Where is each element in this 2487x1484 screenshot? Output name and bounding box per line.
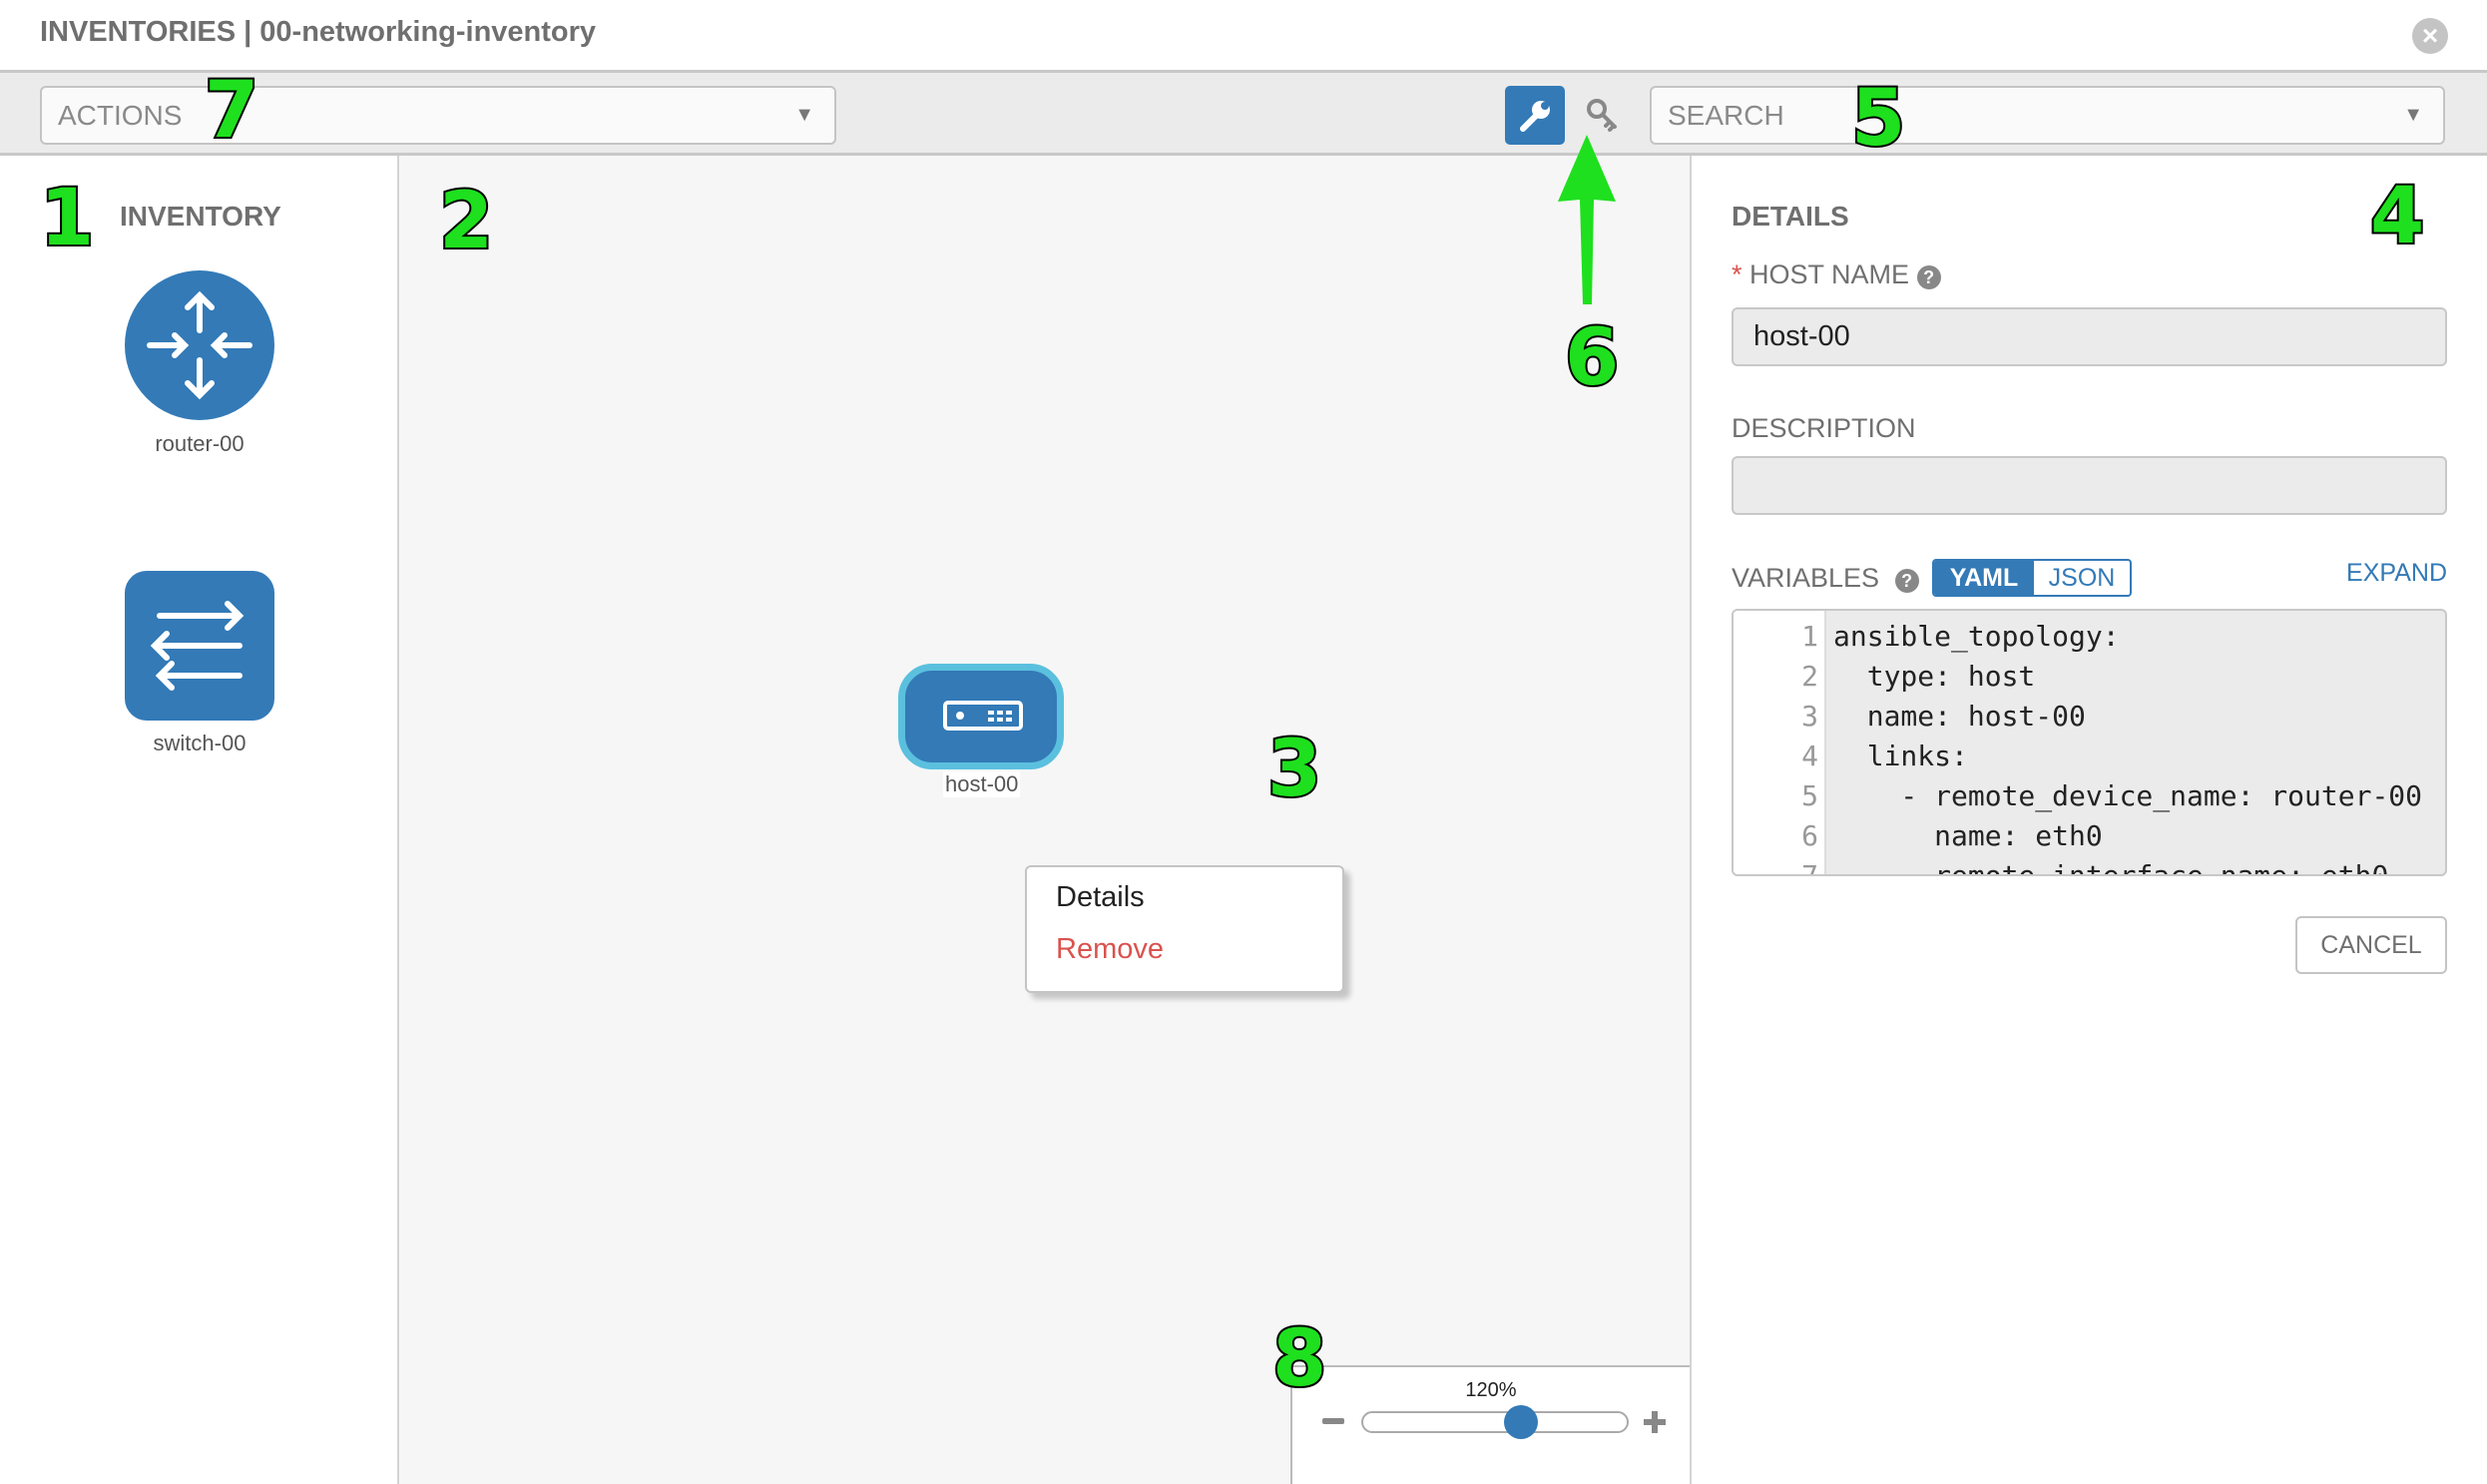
- annotation-4: 4: [2368, 172, 2426, 261]
- line-number: 3: [1801, 700, 1818, 733]
- router-item[interactable]: [125, 270, 274, 420]
- zoom-out-icon[interactable]: [1322, 1418, 1344, 1424]
- line-number: 1: [1801, 620, 1818, 653]
- yaml-toggle[interactable]: YAML: [1934, 561, 2034, 595]
- code-line: remote_interface_name: eth0: [1833, 859, 2389, 876]
- code-line: name: eth0: [1833, 819, 2103, 852]
- key-icon[interactable]: [1579, 91, 1629, 141]
- code-line: links:: [1833, 740, 1968, 772]
- router-icon: [125, 270, 274, 420]
- search-label: SEARCH: [1668, 100, 1784, 131]
- host-name-input[interactable]: host-00: [1732, 307, 2447, 366]
- annotation-5: 5: [1849, 74, 1907, 164]
- close-icon[interactable]: ×: [2412, 18, 2448, 54]
- menu-item-remove[interactable]: Remove: [1056, 933, 1164, 965]
- required-mark: *: [1732, 259, 1742, 289]
- annotation-8: 8: [1270, 1314, 1328, 1404]
- code-line: - remote_device_name: router-00: [1833, 779, 2423, 812]
- context-menu: Details Remove: [1025, 865, 1344, 993]
- details-panel: DETAILS * HOST NAME ? host-00 DESCRIPTIO…: [1690, 156, 2487, 1484]
- expand-link[interactable]: EXPAND: [2346, 559, 2447, 587]
- switch-icon: [125, 571, 274, 721]
- format-toggle: YAML JSON: [1932, 559, 2132, 597]
- host-node-label: host-00: [943, 771, 1021, 797]
- description-label: DESCRIPTION: [1732, 413, 1916, 443]
- toolbar: ACTIONS ▼ SEARCH ▼: [0, 73, 2487, 156]
- variables-label: VARIABLES ?: [1732, 563, 1919, 594]
- details-heading: DETAILS: [1732, 201, 1849, 232]
- annotation-1: 1: [38, 174, 96, 263]
- annotation-7: 7: [203, 66, 260, 156]
- line-number: 5: [1801, 779, 1818, 812]
- chevron-down-icon: ▼: [794, 104, 814, 126]
- switch-label: switch-00: [153, 731, 247, 755]
- actions-dropdown[interactable]: ACTIONS ▼: [40, 86, 836, 145]
- page-title: INVENTORIES | 00-networking-inventory: [40, 16, 597, 48]
- code-line: name: host-00: [1833, 700, 2086, 733]
- help-icon[interactable]: ?: [1894, 569, 1919, 593]
- variables-editor[interactable]: 1 2 3 4 5 6 7 ansible_topology: type: host nam…: [1732, 609, 2447, 876]
- line-gutter: 1 2 3 4 5 6 7: [1734, 611, 1826, 876]
- title-bar: INVENTORIES | 00-networking-inventory ×: [0, 0, 2487, 73]
- variables-text: VARIABLES: [1732, 563, 1880, 593]
- zoom-slider[interactable]: [1361, 1411, 1629, 1433]
- switch-item[interactable]: [125, 571, 274, 721]
- host-name-text: HOST NAME: [1749, 259, 1910, 289]
- host-name-label: * HOST NAME ?: [1732, 259, 1941, 290]
- json-toggle[interactable]: JSON: [2048, 564, 2116, 592]
- menu-item-details[interactable]: Details: [1056, 881, 1145, 913]
- router-label: router-00: [155, 431, 245, 456]
- line-number: 7: [1801, 859, 1818, 876]
- topology-canvas[interactable]: host-00 Details Remove 120%: [399, 156, 1690, 1484]
- zoom-slider-thumb[interactable]: [1504, 1405, 1538, 1439]
- help-icon[interactable]: ?: [1916, 265, 1941, 289]
- cancel-button[interactable]: CANCEL: [2295, 916, 2447, 974]
- zoom-widget: 120%: [1290, 1365, 1690, 1484]
- inventory-panel: INVENTORY router-00 switch-00: [0, 156, 399, 1484]
- zoom-level: 120%: [1465, 1379, 1517, 1401]
- annotation-arrow-icon: [1558, 135, 1616, 304]
- annotation-6: 6: [1563, 313, 1621, 403]
- line-number: 6: [1801, 819, 1818, 852]
- description-input[interactable]: [1732, 456, 2447, 515]
- chevron-down-icon: ▼: [2403, 104, 2423, 126]
- line-number: 2: [1801, 660, 1818, 693]
- host-node[interactable]: [898, 664, 1064, 769]
- code-line: type: host: [1833, 660, 2036, 693]
- host-icon: [943, 701, 1023, 731]
- code-line: ansible_topology:: [1833, 620, 2120, 653]
- annotation-3: 3: [1265, 725, 1323, 814]
- search-dropdown[interactable]: SEARCH ▼: [1650, 86, 2445, 145]
- wrench-icon[interactable]: [1505, 86, 1565, 145]
- zoom-in-icon[interactable]: [1644, 1411, 1666, 1433]
- annotation-2: 2: [437, 177, 495, 266]
- line-number: 4: [1801, 740, 1818, 772]
- actions-label: ACTIONS: [58, 100, 183, 131]
- inventory-heading: INVENTORY: [120, 201, 281, 232]
